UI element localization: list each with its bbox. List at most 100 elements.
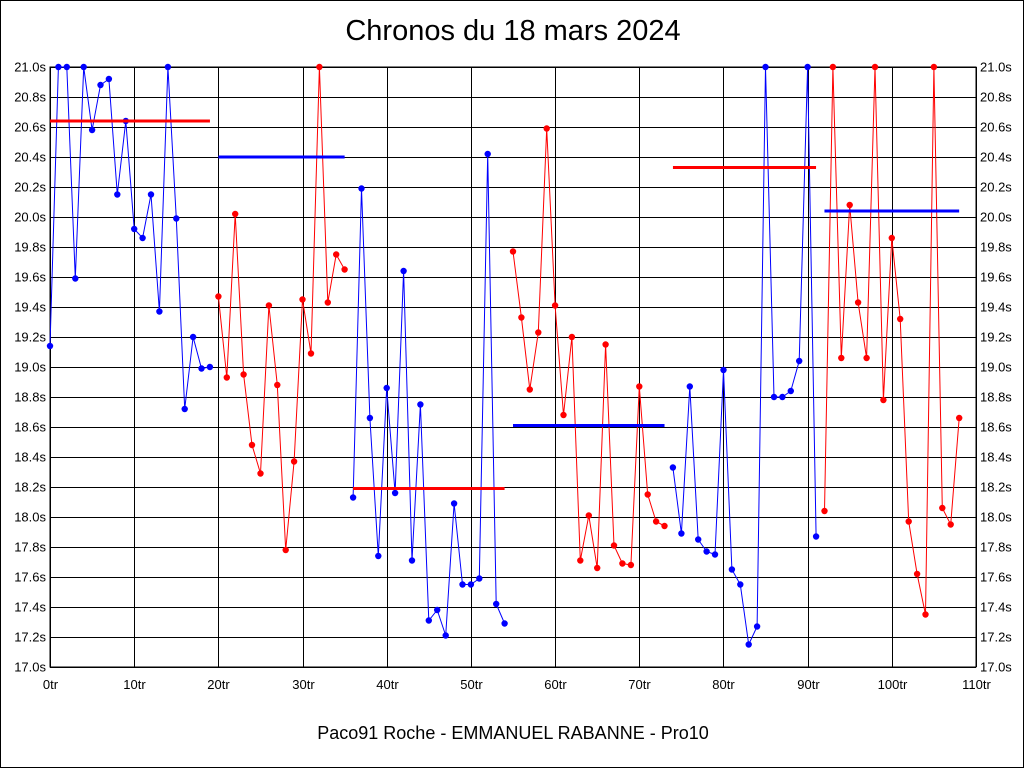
data-point — [636, 383, 643, 390]
data-point — [88, 126, 96, 134]
y-tick-label-right: 18.6s — [980, 420, 1012, 435]
data-point — [265, 302, 273, 309]
data-point — [189, 333, 197, 341]
data-point — [560, 411, 567, 419]
data-point — [610, 542, 618, 549]
data-point — [240, 371, 247, 378]
data-point — [257, 470, 264, 477]
data-point — [678, 530, 685, 537]
data-point — [72, 275, 79, 282]
data-point — [114, 191, 121, 198]
data-point — [400, 267, 407, 275]
data-point — [695, 536, 702, 543]
data-point — [206, 363, 214, 371]
data-point — [838, 354, 845, 362]
data-point — [897, 315, 904, 323]
data-point — [956, 414, 963, 422]
data-point — [543, 125, 550, 132]
data-point — [518, 314, 525, 321]
data-point — [821, 507, 828, 515]
data-point — [703, 548, 710, 555]
data-point — [509, 248, 517, 255]
y-tick-label-left: 20.8s — [14, 90, 46, 105]
data-point — [762, 63, 769, 71]
data-point — [787, 387, 794, 395]
data-point — [737, 581, 744, 588]
y-tick-label-right: 19.4s — [980, 300, 1012, 315]
y-tick-label-left: 19.2s — [14, 330, 46, 345]
series-line — [352, 153, 506, 636]
data-point — [147, 191, 155, 198]
y-tick-label-right: 20.2s — [980, 180, 1012, 195]
chart-title: Chronos du 18 mars 2024 — [345, 15, 681, 47]
data-point — [80, 63, 87, 71]
data-point — [796, 357, 803, 365]
data-point — [282, 546, 289, 554]
data-point — [585, 512, 592, 519]
data-point — [341, 266, 348, 273]
series-line — [824, 66, 960, 615]
data-point — [274, 381, 281, 389]
data-point — [905, 518, 912, 525]
data-point — [232, 210, 239, 218]
y-tick-label-left: 18.0s — [14, 510, 46, 525]
data-point — [568, 333, 576, 341]
data-point — [602, 341, 609, 348]
data-point — [333, 251, 340, 258]
data-point — [358, 185, 365, 192]
x-tick-label: 30tr — [292, 677, 315, 692]
data-point — [97, 81, 104, 89]
y-tick-label-right: 18.4s — [980, 450, 1012, 465]
y-tick-label-right: 20.8s — [980, 90, 1012, 105]
data-point — [720, 366, 727, 374]
x-tick-label: 20tr — [207, 677, 230, 692]
data-point — [248, 441, 256, 449]
y-tick-label-left: 20.4s — [14, 150, 46, 165]
y-tick-label-right: 20.0s — [980, 210, 1012, 225]
data-point — [753, 623, 761, 630]
y-tick-label-left: 17.8s — [14, 540, 46, 555]
y-tick-label-left: 20.6s — [14, 120, 46, 135]
y-tick-label-left: 18.8s — [14, 390, 46, 405]
y-tick-label-left: 19.8s — [14, 240, 46, 255]
data-point — [316, 63, 323, 71]
data-point — [888, 234, 895, 242]
y-tick-label-left: 19.4s — [14, 300, 46, 315]
data-point — [383, 384, 390, 392]
data-point — [46, 342, 54, 350]
y-tick-label-right: 18.2s — [980, 480, 1012, 495]
data-point — [450, 500, 458, 507]
data-point — [922, 611, 929, 618]
data-point — [484, 150, 491, 158]
data-point — [947, 521, 954, 528]
data-point — [644, 491, 651, 498]
y-tick-label-left: 17.2s — [14, 630, 46, 645]
y-tick-label-right: 19.6s — [980, 270, 1012, 285]
data-point — [880, 396, 887, 404]
chart-subtitle: Paco91 Roche - EMMANUEL RABANNE - Pro10 — [317, 723, 709, 743]
data-point — [442, 632, 449, 639]
data-point — [139, 234, 146, 242]
data-point — [930, 63, 938, 71]
y-tick-label-right: 18.0s — [980, 510, 1012, 525]
data-point — [198, 365, 205, 372]
y-tick-label-left: 17.6s — [14, 570, 46, 585]
y-tick-label-left: 21.0s — [14, 60, 46, 75]
x-tick-label: 60tr — [544, 677, 567, 692]
data-point — [417, 401, 424, 408]
data-point — [577, 557, 584, 564]
data-point — [594, 564, 601, 572]
y-tick-label-left: 17.4s — [14, 600, 46, 615]
data-point — [173, 215, 180, 222]
y-tick-label-right: 18.8s — [980, 390, 1012, 405]
data-point — [375, 552, 382, 560]
data-point — [425, 617, 432, 624]
data-point — [164, 63, 172, 71]
data-point — [846, 201, 853, 209]
y-tick-label-right: 17.2s — [980, 630, 1012, 645]
y-tick-label-right: 19.0s — [980, 360, 1012, 375]
y-tick-label-right: 19.8s — [980, 240, 1012, 255]
data-point — [829, 63, 837, 71]
y-tick-label-left: 18.4s — [14, 450, 46, 465]
